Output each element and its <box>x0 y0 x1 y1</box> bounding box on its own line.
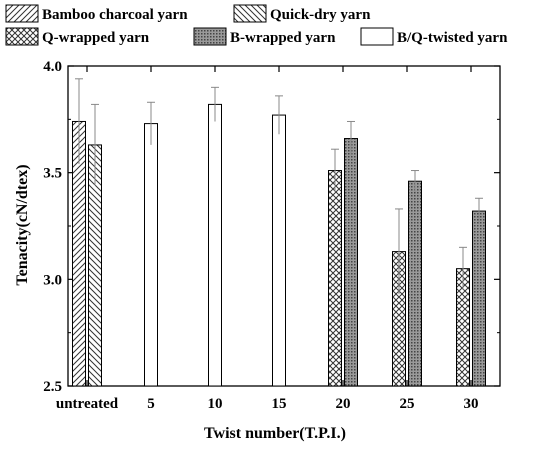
x-tick-label: 30 <box>464 396 479 412</box>
bar <box>328 170 342 387</box>
plot-area: 2.5 3.0 3.5 4.0 untreated 5 10 15 20 25 30 <box>43 59 501 412</box>
x-axis-title: Twist number(T.P.I.) <box>204 425 346 442</box>
x-tick-label: 20 <box>336 396 351 412</box>
y-axis-title: Tenacity(cN/dtex) <box>14 164 31 285</box>
legend-label: B/Q-twisted yarn <box>397 30 508 46</box>
legend-label: Bamboo charcoal yarn <box>42 7 188 23</box>
y-tick-label: 3.5 <box>43 166 62 182</box>
x-tick-label: 5 <box>147 396 155 412</box>
bar <box>344 138 358 387</box>
legend: Bamboo charcoal yarn Quick-dry yarn Q-wrap… <box>5 4 508 46</box>
bar <box>144 123 158 387</box>
x-tick-label: untreated <box>56 396 119 412</box>
bar <box>472 210 486 387</box>
legend-swatch <box>360 27 394 46</box>
legend-label: Q-wrapped yarn <box>42 30 150 46</box>
x-tick-label: 25 <box>400 396 415 412</box>
y-tick-label: 4.0 <box>43 59 62 75</box>
legend-swatch <box>193 27 227 46</box>
y-tick-label: 2.5 <box>43 379 62 395</box>
bar <box>272 114 286 387</box>
legend-swatch <box>5 4 39 23</box>
bar <box>208 103 222 387</box>
legend-swatch <box>5 27 39 46</box>
y-tick-label: 3.0 <box>43 272 62 288</box>
x-tick-label: 15 <box>272 396 287 412</box>
legend-label: B-wrapped yarn <box>230 30 336 46</box>
x-tick-label: 10 <box>208 396 223 412</box>
legend-label: Quick-dry yarn <box>270 7 371 23</box>
bar <box>408 180 422 387</box>
legend-swatch <box>233 4 267 23</box>
